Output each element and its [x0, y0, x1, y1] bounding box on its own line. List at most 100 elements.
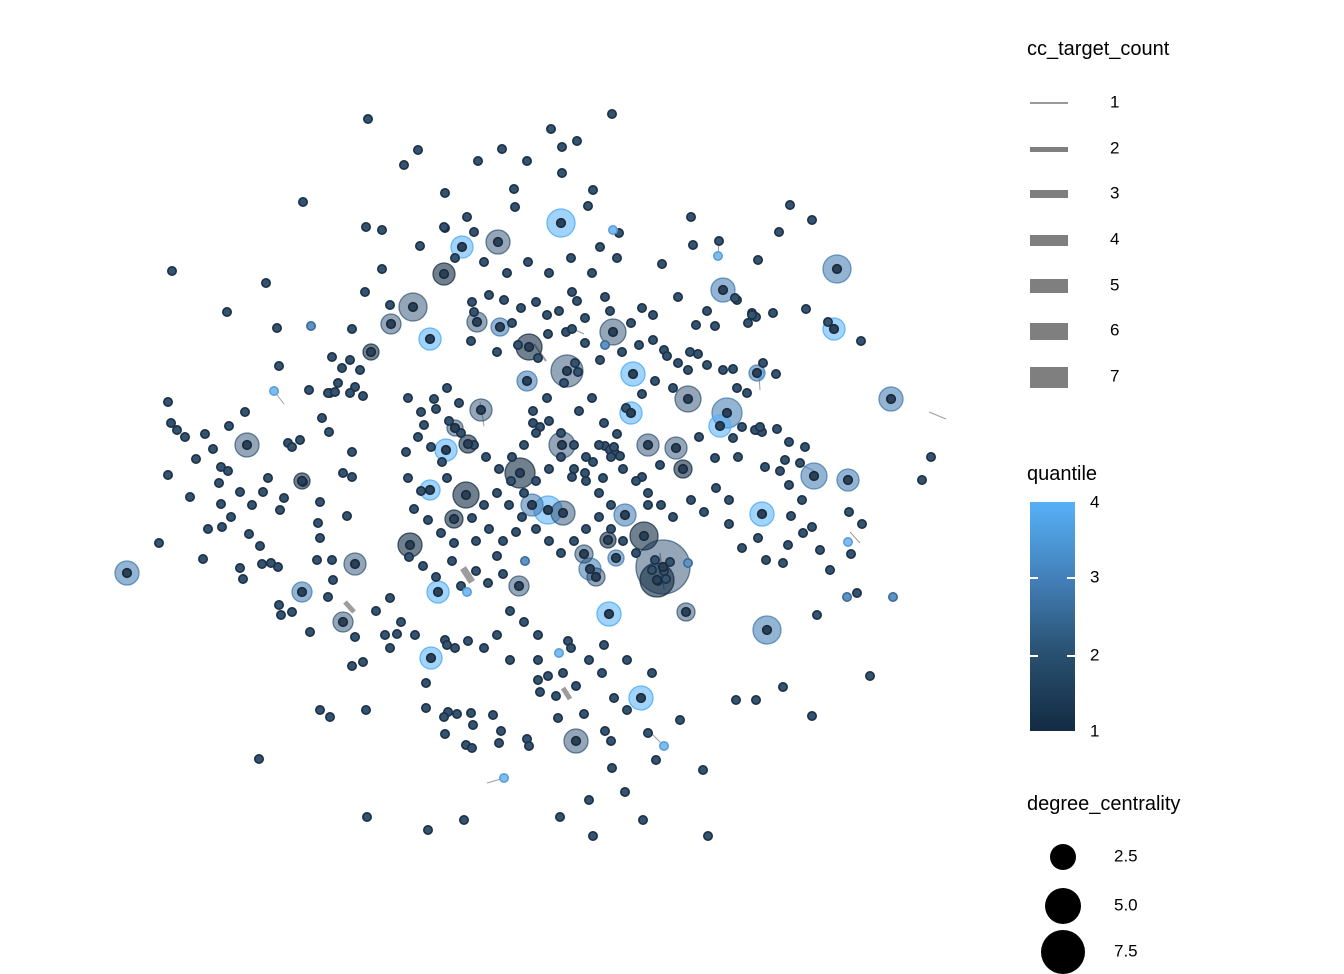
graph-node-small	[439, 188, 450, 199]
graph-node-small	[203, 523, 214, 534]
graph-node-small	[783, 436, 794, 447]
graph-node-small	[297, 197, 308, 208]
graph-node-small	[697, 764, 708, 775]
graph-node-small	[286, 441, 297, 452]
graph-node-small	[690, 319, 701, 330]
graph-node-small	[360, 222, 371, 233]
graph-node-small	[483, 289, 494, 300]
graph-node-small	[470, 535, 481, 546]
graph-node-small	[672, 291, 683, 302]
graph-node-small	[572, 366, 583, 377]
graph-node-small	[630, 475, 641, 486]
graph-node-small	[664, 556, 675, 567]
graph-node-small	[565, 642, 576, 653]
edge-width-key	[1030, 234, 1068, 246]
edge-width-key	[1030, 190, 1068, 198]
graph-node-center-dot	[555, 217, 567, 229]
graph-node-small	[580, 523, 591, 534]
graph-node-small	[608, 692, 619, 703]
graph-node-small	[752, 532, 763, 543]
graph-node-small	[329, 386, 340, 397]
graph-node-center-dot	[635, 692, 647, 704]
graph-node-center-dot	[365, 346, 377, 358]
graph-node-small	[553, 305, 564, 316]
size-legend-item: 2	[1030, 131, 1119, 167]
graph-node-small	[642, 499, 653, 510]
graph-node-small	[256, 558, 267, 569]
graph-node-small	[851, 587, 862, 598]
graph-edge	[849, 531, 861, 544]
graph-node-small	[235, 486, 246, 497]
graph-node-small	[687, 240, 698, 251]
graph-node-small	[774, 465, 785, 476]
graph-node-small	[466, 512, 477, 523]
graph-node-small	[855, 335, 866, 346]
graph-node-center-dot	[751, 367, 763, 379]
graph-node-small	[692, 348, 703, 359]
graph-node-small	[409, 629, 420, 640]
graph-node-small	[568, 535, 579, 546]
graph-node-center-dot	[121, 567, 133, 579]
graph-node-small	[598, 639, 609, 650]
graph-node-small	[656, 258, 667, 269]
network-plot-canvas	[114, 109, 947, 841]
graph-node-center-dot	[638, 530, 650, 542]
graph-node-small	[583, 794, 594, 805]
graph-node-center-dot	[714, 420, 726, 432]
graph-node-small	[606, 762, 617, 773]
graph-node-center-dot	[296, 475, 308, 487]
graph-node-small	[606, 109, 617, 120]
graph-node-small	[599, 291, 610, 302]
graph-node-small	[767, 307, 778, 318]
graph-node-small	[604, 305, 615, 316]
graph-node-small	[418, 419, 429, 430]
graph-node-small	[568, 463, 579, 474]
graph-node-small	[273, 360, 284, 371]
graph-node-small	[541, 309, 552, 320]
graph-node-small	[730, 694, 741, 705]
graph-node-center-dot	[756, 508, 768, 520]
graph-node-center-dot	[438, 268, 450, 280]
graph-node-small	[709, 320, 720, 331]
graph-node-center-dot	[241, 439, 253, 451]
graph-node-center-dot	[561, 365, 573, 377]
graph-node-small	[443, 415, 454, 426]
graph-node-small	[583, 654, 594, 665]
node-size-key-label: 5.0	[1114, 895, 1138, 915]
graph-node-small	[598, 417, 609, 428]
graph-node-small	[449, 642, 460, 653]
graph-node-small	[468, 227, 479, 238]
graph-node-small	[278, 492, 289, 503]
graph-node-center-dot	[578, 548, 590, 560]
graph-node-small	[864, 670, 875, 681]
graph-node-small	[571, 295, 582, 306]
graph-node-small	[759, 461, 770, 472]
size-legend-label: 7	[1110, 366, 1120, 386]
graph-node-small	[163, 396, 174, 407]
graph-node-small-light	[658, 740, 669, 751]
graph-node-small	[344, 387, 355, 398]
graph-node-small	[384, 642, 395, 653]
node-size-key-circle	[1041, 930, 1085, 974]
graph-node-small	[916, 474, 927, 485]
graph-node-small	[543, 535, 554, 546]
graph-node-center-dot	[521, 375, 533, 387]
graph-node-small	[523, 740, 534, 751]
graph-node-small	[550, 690, 561, 701]
graph-node-small	[925, 451, 936, 462]
graph-node-center-dot	[407, 301, 419, 313]
graph-node-small	[415, 485, 426, 496]
graph-node-small	[729, 292, 740, 303]
graph-node-small	[448, 537, 459, 548]
graph-node-small	[304, 626, 315, 637]
graph-edge	[343, 600, 356, 614]
graph-node-small	[625, 317, 636, 328]
graph-node-small	[824, 564, 835, 575]
graph-node-small	[402, 392, 413, 403]
graph-node-small	[422, 824, 433, 835]
graph-node-small	[370, 605, 381, 616]
graph-node-small	[814, 544, 825, 555]
graph-node-small-light	[519, 555, 530, 566]
graph-node-center-dot	[494, 321, 506, 333]
graph-node-small	[773, 227, 784, 238]
